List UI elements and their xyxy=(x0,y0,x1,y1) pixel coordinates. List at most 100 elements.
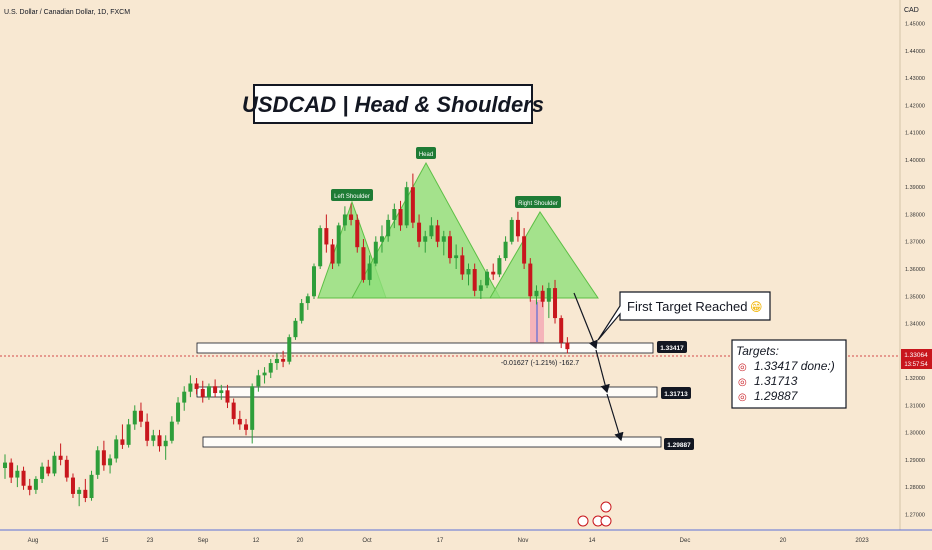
target-item-3: 1.29887 xyxy=(754,389,799,403)
time-axis-label: 20 xyxy=(297,538,304,544)
candle xyxy=(441,230,446,256)
price-axis-label: 1.30000 xyxy=(905,431,925,437)
candle xyxy=(423,230,428,253)
countdown-text: 13:57:54 xyxy=(904,362,928,368)
candle xyxy=(472,263,477,297)
price-axis-label: 1.36000 xyxy=(905,267,925,273)
candle xyxy=(21,466,26,490)
callout-text: First Target Reached xyxy=(627,299,747,314)
time-axis-label: 23 xyxy=(147,538,154,544)
zone-2 xyxy=(196,386,658,398)
price-axis-label: 1.32000 xyxy=(905,376,925,382)
candle xyxy=(206,383,211,400)
time-axis-label: Oct xyxy=(362,538,372,544)
candle xyxy=(33,476,38,494)
targets-title: Targets: xyxy=(736,344,779,358)
level-tag-1: 1.33417 xyxy=(657,341,687,353)
candle xyxy=(534,285,539,305)
price-axis-label: 1.35000 xyxy=(905,294,925,300)
candle xyxy=(114,435,119,463)
candle xyxy=(503,236,508,261)
projection-path xyxy=(573,292,624,442)
symbol-header: U.S. Dollar / Canadian Dollar, 1D, FXCM xyxy=(4,9,130,16)
candle xyxy=(256,369,261,392)
candle xyxy=(40,462,45,484)
candle xyxy=(379,225,384,253)
candle xyxy=(231,398,236,425)
candle xyxy=(392,203,397,229)
us-flag-event-icon xyxy=(600,515,612,527)
candle xyxy=(528,258,533,302)
candle xyxy=(460,247,465,280)
candle xyxy=(485,269,490,289)
price-axis-label: 1.40000 xyxy=(905,158,925,164)
callout-emoji: 😁 xyxy=(750,300,763,314)
level-tag-2-text: 1.31713 xyxy=(664,391,688,398)
price-axis-label: 1.31000 xyxy=(905,403,925,409)
candle xyxy=(194,378,199,395)
candle xyxy=(281,350,286,368)
candle xyxy=(169,416,174,444)
candle xyxy=(330,239,335,269)
candle xyxy=(398,200,403,231)
projection-arrow-1 xyxy=(573,292,598,350)
candle xyxy=(367,255,372,286)
currency-label: CAD xyxy=(904,7,919,14)
price-axis[interactable]: 1.27000 1.28000 1.29000 1.30000 1.31000 1.320… xyxy=(905,22,925,519)
candle xyxy=(145,413,150,447)
left-shoulder-label: Left Shoulder xyxy=(334,194,370,200)
candle xyxy=(293,318,298,340)
right-shoulder-label: Right Shoulder xyxy=(518,201,558,207)
zone-1 xyxy=(196,342,654,354)
candle xyxy=(342,206,347,231)
candle xyxy=(9,458,14,484)
candle xyxy=(70,473,75,499)
zone-3 xyxy=(202,436,662,448)
candle xyxy=(318,225,323,269)
candle xyxy=(515,211,520,242)
candle xyxy=(299,298,304,324)
time-axis-label: Aug xyxy=(28,538,39,544)
measure-label: -0.01627 (-1.21%) -162.7 xyxy=(501,360,579,367)
level-tag-2: 1.31713 xyxy=(661,387,691,399)
candle xyxy=(27,478,32,496)
candle xyxy=(312,263,316,299)
label-right-shoulder: Right Shoulder xyxy=(515,196,561,208)
time-axis[interactable]: Aug 15 23 Sep 12 20 Oct 17 Nov 14 Dec 20 2023 xyxy=(28,538,870,544)
candle xyxy=(447,230,452,264)
candle xyxy=(132,405,137,430)
candle xyxy=(200,380,205,403)
candle xyxy=(491,263,496,280)
candle xyxy=(466,263,471,286)
time-axis-label: Sep xyxy=(198,538,209,544)
price-axis-label: 1.43000 xyxy=(905,76,925,82)
chart-title: USDCAD | Head & Shoulders xyxy=(242,92,544,117)
time-axis-label: 15 xyxy=(102,538,109,544)
candle xyxy=(361,239,366,283)
price-axis-label: 1.29000 xyxy=(905,458,925,464)
price-axis-label: 1.37000 xyxy=(905,240,925,246)
target-item-1: 1.33417 done:) xyxy=(754,359,835,373)
us-flag-event-icon xyxy=(577,515,589,527)
candle xyxy=(349,203,354,226)
candle xyxy=(101,440,106,471)
candle xyxy=(219,384,224,400)
candle xyxy=(435,219,440,248)
candle xyxy=(83,478,88,503)
event-icons[interactable] xyxy=(577,501,612,527)
label-head: Head xyxy=(416,147,436,159)
level-tag-1-text: 1.33417 xyxy=(660,345,684,352)
candle xyxy=(373,236,378,267)
candle xyxy=(355,214,360,253)
candle xyxy=(52,451,57,477)
candle xyxy=(274,353,279,370)
candle xyxy=(163,435,168,460)
candle xyxy=(478,279,483,299)
candle xyxy=(287,334,292,365)
label-left-shoulder: Left Shoulder xyxy=(331,189,373,201)
candle xyxy=(64,455,69,482)
candle xyxy=(188,375,193,398)
candle xyxy=(244,418,249,436)
candle xyxy=(151,429,156,447)
